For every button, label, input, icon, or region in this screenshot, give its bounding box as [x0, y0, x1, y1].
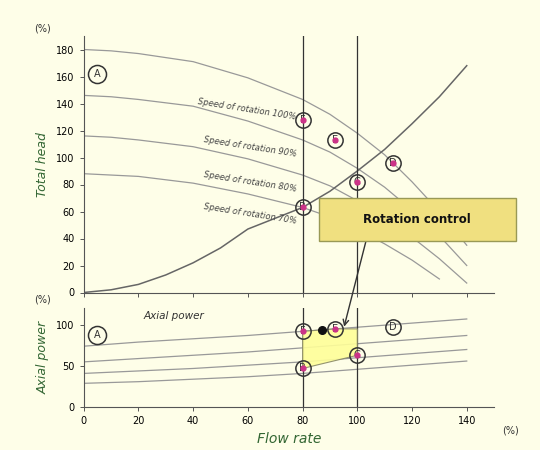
Text: Rotation control: Rotation control — [363, 213, 471, 225]
Text: D: D — [389, 322, 397, 332]
Text: C: C — [354, 350, 361, 360]
Y-axis label: Axial power: Axial power — [36, 321, 49, 394]
Text: B: B — [299, 364, 306, 374]
Text: C: C — [354, 177, 361, 187]
Text: D: D — [389, 158, 397, 168]
Text: (%): (%) — [34, 23, 51, 33]
Text: A: A — [94, 330, 100, 340]
Text: E: E — [332, 324, 339, 334]
Text: (%): (%) — [502, 425, 519, 435]
Text: Speed of rotation 100%: Speed of rotation 100% — [198, 97, 297, 121]
Text: Speed of rotation 90%: Speed of rotation 90% — [202, 135, 297, 158]
Text: Speed of rotation 80%: Speed of rotation 80% — [202, 170, 297, 194]
Text: Speed of rotation 70%: Speed of rotation 70% — [202, 202, 297, 226]
X-axis label: Flow rate: Flow rate — [256, 432, 321, 446]
Text: F: F — [300, 326, 306, 336]
Y-axis label: Total head: Total head — [36, 132, 49, 197]
Text: E: E — [332, 135, 339, 145]
Polygon shape — [302, 329, 357, 369]
Text: F: F — [300, 115, 306, 125]
Text: B: B — [299, 202, 306, 212]
Text: Axial power: Axial power — [144, 311, 205, 321]
Text: A: A — [94, 69, 100, 79]
Text: (%): (%) — [34, 294, 51, 304]
